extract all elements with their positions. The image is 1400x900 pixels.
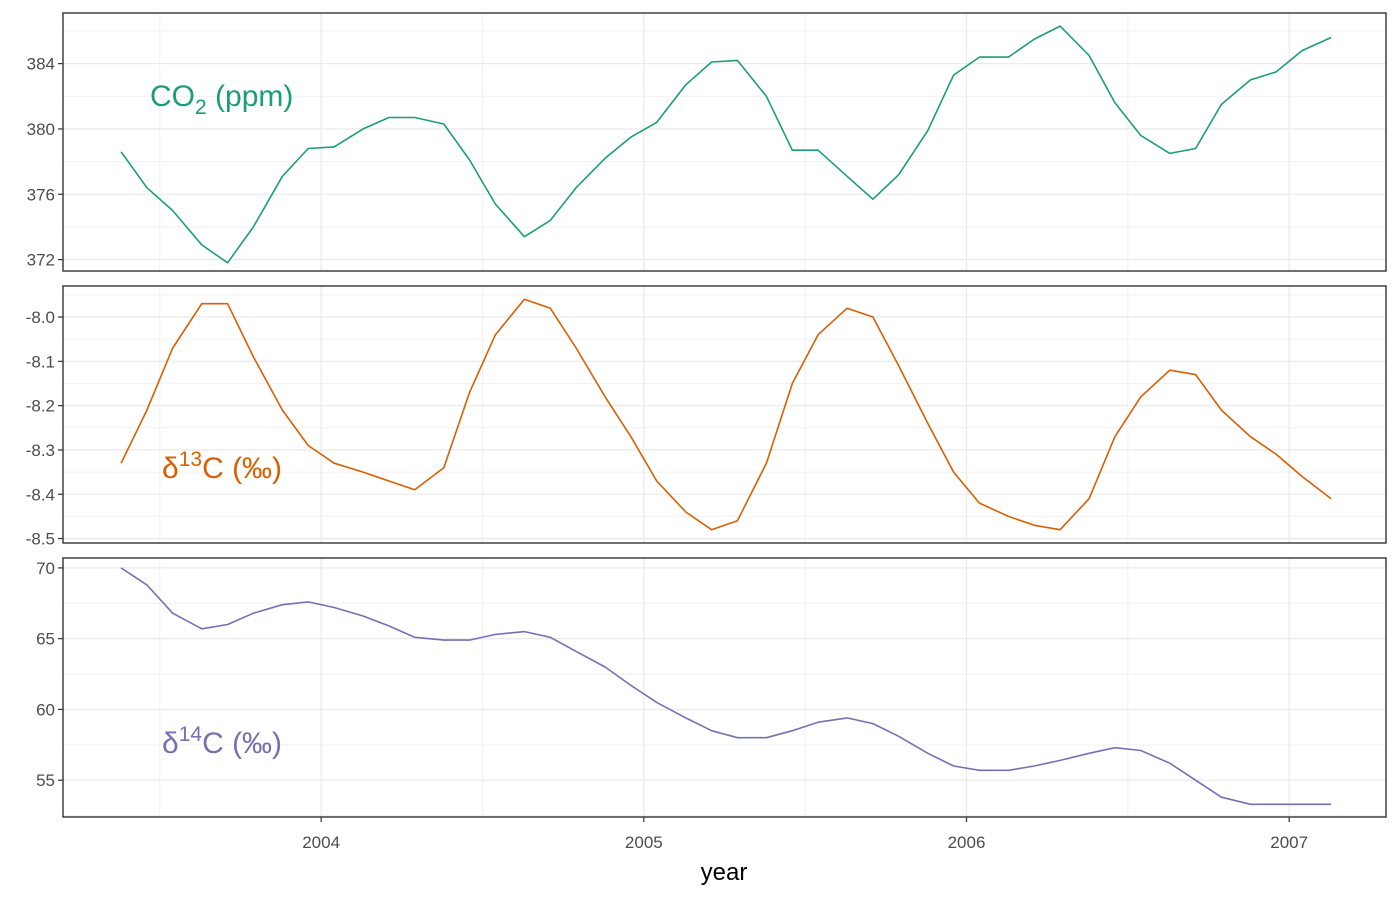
- label-prefix: CO: [150, 80, 195, 113]
- panel-d13c: -8.5 -8.4 -8.3 -8.2 -8.1 -8.0 δ13C (‰): [26, 285, 1387, 549]
- y-tick-label: -8.3: [26, 441, 55, 460]
- label-prefix: δ: [162, 452, 179, 485]
- x-axis: 2004 2005 2006 2007: [302, 817, 1308, 852]
- y-tick-label: 65: [36, 630, 55, 649]
- panel-border: [62, 285, 1387, 544]
- panel-label-d14c: δ14C (‰): [162, 723, 282, 760]
- panel-border: [62, 557, 1387, 818]
- y-tick-label: 380: [27, 120, 55, 139]
- series-line-co2: [120, 25, 1332, 264]
- y-tick-label: 55: [36, 771, 55, 790]
- series-line-d13c: [120, 298, 1332, 531]
- panel-label-co2: CO2 (ppm): [150, 80, 293, 119]
- label-suffix: C (‰): [202, 727, 282, 760]
- panel-d14c: 55 60 65 70 δ14C (‰): [36, 557, 1387, 818]
- y-tick-label: 60: [36, 700, 55, 719]
- x-tick-label: 2005: [625, 833, 663, 852]
- label-superscript: 13: [179, 448, 202, 471]
- label-suffix: (ppm): [207, 80, 294, 113]
- x-tick-label: 2006: [948, 833, 986, 852]
- y-tick-label: 376: [27, 185, 55, 204]
- y-tick-label: -8.5: [26, 530, 55, 549]
- panel-co2: 372 376 380 384 CO2 (ppm): [27, 12, 1387, 272]
- y-tick-label: -8.0: [26, 308, 55, 327]
- panel-label-d13c: δ13C (‰): [162, 448, 282, 485]
- y-tick-label: -8.4: [26, 485, 55, 504]
- x-axis-title: year: [701, 859, 748, 886]
- y-tick-label: 372: [27, 251, 55, 270]
- y-tick-label: 384: [27, 55, 55, 74]
- y-tick-label: -8.2: [26, 397, 55, 416]
- label-superscript: 14: [179, 723, 203, 746]
- label-prefix: δ: [162, 727, 179, 760]
- x-tick-label: 2007: [1270, 833, 1308, 852]
- x-tick-label: 2004: [302, 833, 340, 852]
- label-suffix: C (‰): [202, 452, 282, 485]
- label-subscript: 2: [195, 96, 207, 119]
- series-line-d14c: [120, 567, 1332, 806]
- y-tick-label: 70: [36, 559, 55, 578]
- y-tick-label: -8.1: [26, 352, 55, 371]
- panel-border: [62, 12, 1387, 272]
